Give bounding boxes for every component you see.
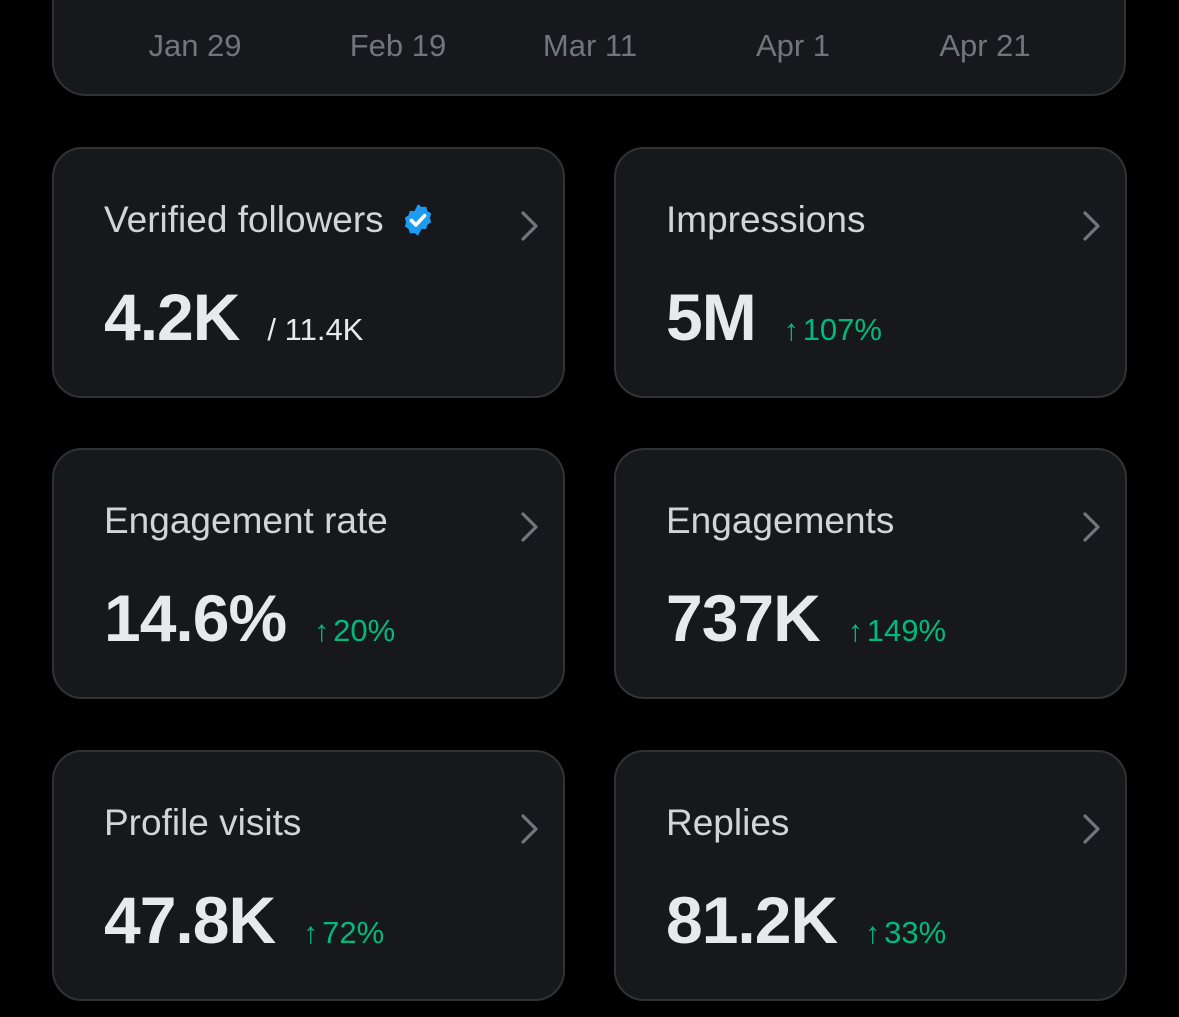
- profile-visits-delta: ↑ 72%: [303, 915, 384, 951]
- profile-visits-value: 47.8K: [104, 883, 276, 957]
- date-label-apr-1: Apr 1: [755, 28, 831, 63]
- engagements-value-row: 737K ↑ 149%: [666, 580, 946, 656]
- verified-badge-icon: [404, 204, 431, 236]
- replies-value: 81.2K: [666, 883, 838, 957]
- verified-followers-card[interactable]: Verified followers 4.2K / 11.4K: [52, 147, 565, 398]
- total-followers-value: / 11.4K: [267, 312, 364, 347]
- impressions-value-row: 5M ↑ 107%: [666, 279, 882, 355]
- replies-delta-value: 33%: [884, 915, 947, 950]
- profile-visits-title: Profile visits: [104, 802, 302, 843]
- arrow-up-icon: ↑: [865, 917, 881, 950]
- engagements-title: Engagements: [666, 500, 895, 541]
- engagement-rate-card[interactable]: Engagement rate 14.6% ↑ 20%: [52, 448, 565, 699]
- impressions-delta: ↑ 107%: [784, 312, 882, 348]
- replies-delta: ↑ 33%: [865, 915, 946, 951]
- engagement-rate-delta-value: 20%: [333, 613, 396, 648]
- date-label-jan-29: Jan 29: [148, 28, 242, 63]
- date-label-mar-11: Mar 11: [542, 28, 638, 63]
- engagement-rate-value: 14.6%: [104, 581, 287, 655]
- impressions-value: 5M: [666, 280, 757, 354]
- replies-title: Replies: [666, 802, 790, 843]
- engagements-card[interactable]: Engagements 737K ↑ 149%: [614, 448, 1127, 699]
- arrow-up-icon: ↑: [847, 615, 863, 648]
- date-label-feb-19: Feb 19: [349, 28, 447, 63]
- engagement-rate-delta: ↑ 20%: [314, 613, 395, 649]
- impressions-title: Impressions: [666, 199, 866, 240]
- verified-followers-value: 4.2K: [104, 280, 240, 354]
- engagement-rate-title-row: Engagement rate: [104, 500, 388, 542]
- engagements-value: 737K: [666, 581, 821, 655]
- engagement-rate-title: Engagement rate: [104, 500, 388, 541]
- verified-followers-title-row: Verified followers: [104, 199, 436, 241]
- profile-visits-card[interactable]: Profile visits 47.8K ↑ 72%: [52, 750, 565, 1001]
- chevron-right-icon: [1083, 211, 1100, 241]
- impressions-card[interactable]: Impressions 5M ↑ 107%: [614, 147, 1127, 398]
- verified-followers-title: Verified followers: [104, 199, 384, 240]
- verified-followers-value-row: 4.2K / 11.4K: [104, 279, 363, 355]
- impressions-title-row: Impressions: [666, 199, 865, 241]
- chart-card: Jan 29 Feb 19 Mar 11 Apr 1 Apr 21: [52, 0, 1126, 96]
- engagements-delta: ↑ 149%: [848, 613, 946, 649]
- chevron-right-icon: [521, 814, 538, 844]
- arrow-up-icon: ↑: [783, 314, 799, 347]
- engagements-delta-value: 149%: [866, 613, 947, 648]
- profile-visits-delta-value: 72%: [322, 915, 385, 950]
- chevron-right-icon: [521, 512, 538, 542]
- engagement-rate-value-row: 14.6% ↑ 20%: [104, 580, 395, 656]
- impressions-delta-value: 107%: [802, 312, 882, 347]
- replies-value-row: 81.2K ↑ 33%: [666, 882, 946, 958]
- chart-date-axis: Jan 29 Feb 19 Mar 11 Apr 1 Apr 21: [54, 28, 1124, 68]
- replies-card[interactable]: Replies 81.2K ↑ 33%: [614, 750, 1127, 1001]
- arrow-up-icon: ↑: [303, 917, 319, 950]
- chevron-right-icon: [1083, 512, 1100, 542]
- chevron-right-icon: [521, 211, 538, 241]
- date-label-apr-21: Apr 21: [939, 28, 1031, 63]
- arrow-up-icon: ↑: [314, 615, 330, 648]
- replies-title-row: Replies: [666, 802, 789, 844]
- chevron-right-icon: [1083, 814, 1100, 844]
- engagements-title-row: Engagements: [666, 500, 894, 542]
- profile-visits-value-row: 47.8K ↑ 72%: [104, 882, 384, 958]
- profile-visits-title-row: Profile visits: [104, 802, 301, 844]
